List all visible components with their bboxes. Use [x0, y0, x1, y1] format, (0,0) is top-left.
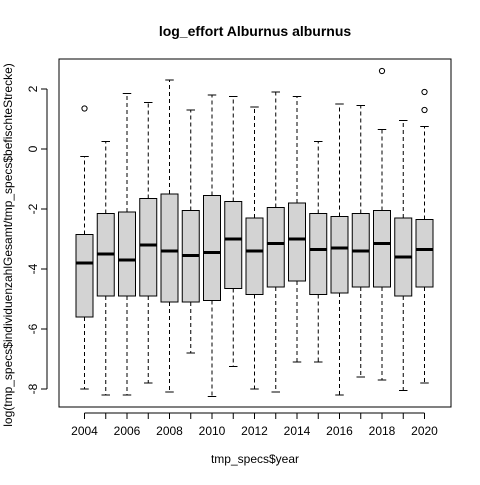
iqr-box: [224, 201, 243, 289]
iqr-box: [330, 216, 349, 294]
y-axis-label: log(tmp_specs$individuenzahlGesamt/tmp_s…: [1, 63, 15, 427]
plot-frame: [58, 58, 452, 408]
iqr-box: [75, 234, 94, 318]
iqr-box: [266, 207, 285, 288]
iqr-box: [118, 211, 136, 297]
box-2011: [224, 96, 243, 367]
box-2006: [118, 93, 136, 396]
outlier-point: [81, 105, 88, 112]
y-tick-label: -2: [26, 203, 40, 214]
outlier-point: [421, 106, 428, 114]
iqr-box: [415, 219, 434, 288]
boxes-group: [75, 67, 434, 397]
iqr-box: [309, 213, 328, 295]
box-2016: [330, 103, 349, 396]
x-axis: 2004 2006 2008 2010 2012 2014 2016 2018 2020: [71, 412, 438, 438]
x-tick-label: 2004: [71, 424, 98, 438]
y-axis: -8 -6 -4 -2 0 2: [26, 85, 48, 394]
iqr-box: [139, 198, 158, 297]
box-2014: [288, 96, 306, 363]
x-tick-label: 2016: [326, 424, 353, 438]
x-tick-label: 2012: [241, 424, 268, 438]
box-2019: [394, 120, 413, 391]
x-tick-label: 2008: [156, 424, 183, 438]
box-2013: [266, 91, 285, 393]
y-tick-label: 0: [26, 145, 40, 152]
x-tick-label: 2006: [114, 424, 141, 438]
box-2007: [139, 102, 158, 384]
iqr-box: [288, 202, 306, 282]
box-2020: [415, 88, 434, 384]
box-2008: [160, 79, 179, 393]
y-tick-label: -4: [26, 263, 40, 274]
x-tick-label: 2014: [284, 424, 311, 438]
iqr-box: [203, 195, 221, 301]
outlier-point: [378, 67, 386, 75]
box-2009: [181, 109, 200, 354]
x-tick-label: 2010: [199, 424, 226, 438]
iqr-box: [160, 193, 179, 303]
box-2012: [245, 106, 264, 390]
box-2015: [309, 141, 328, 363]
y-tick-label: -6: [26, 323, 40, 334]
iqr-box: [373, 210, 391, 288]
box-2017: [351, 105, 370, 378]
chart-title: log_effort Alburnus alburnus: [159, 23, 352, 39]
y-tick-label: -8: [26, 383, 40, 394]
box-2010: [203, 94, 221, 397]
x-tick-label: 2020: [411, 424, 438, 438]
box-2005: [96, 141, 115, 396]
box-2004: [75, 105, 94, 390]
iqr-box: [245, 217, 264, 295]
x-axis-label: tmp_specs$year: [211, 452, 299, 466]
outlier-point: [421, 88, 428, 96]
x-tick-label: 2018: [369, 424, 396, 438]
box-2018: [373, 67, 391, 381]
y-tick-label: 2: [26, 85, 40, 92]
